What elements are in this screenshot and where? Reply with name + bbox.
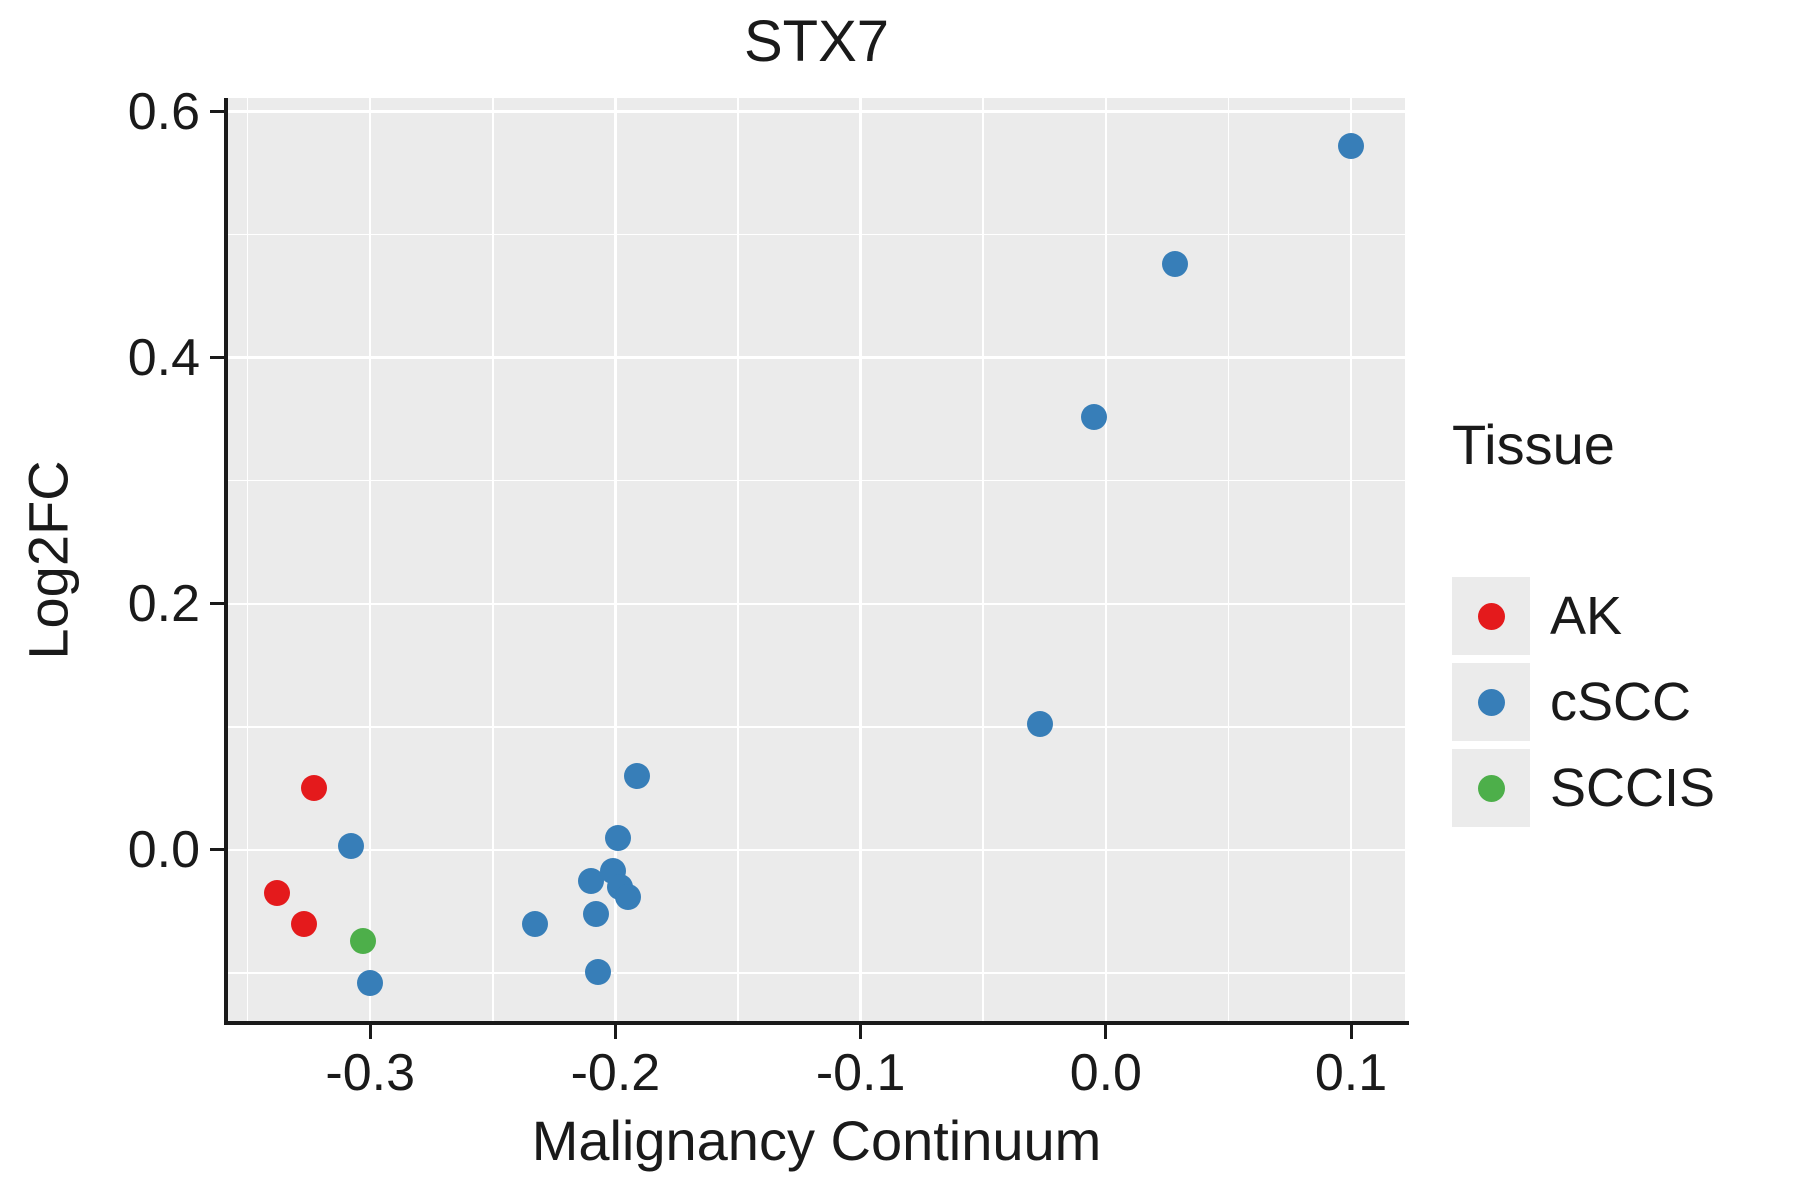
gridline-major-vertical [1104,98,1108,1021]
x-axis-label: Malignancy Continuum [531,1109,1102,1172]
y-axis-line [224,98,228,1025]
legend-entry-ak: AK [1452,577,1797,655]
gridline-minor-vertical [737,98,739,1021]
y-tick-label: 0.4 [127,328,200,387]
gridline-minor-vertical [492,98,494,1021]
data-point-cscc [1338,132,1365,159]
legend-entry-sccis: SCCIS [1452,749,1797,827]
data-point-sccis [349,928,376,954]
x-tick-label: 0.1 [1314,1044,1388,1102]
gridline-minor-horizontal [228,726,1405,728]
legend-dot-icon [1477,688,1505,716]
y-tick-mark [210,356,224,360]
x-tick-label: -0.1 [815,1044,906,1102]
gridline-minor-vertical [982,98,984,1021]
plot-panel [228,98,1405,1021]
gridline-major-horizontal [228,602,1405,606]
data-point-ak [291,910,317,937]
x-tick-label: -0.3 [325,1044,416,1102]
data-point-ak [264,880,291,906]
gridline-major-vertical [1349,98,1353,1021]
legend-entries: AK cSCC SCCIS [1452,577,1797,827]
y-tick-mark [210,602,224,606]
gridline-minor-horizontal [228,972,1405,974]
data-point-cscc [1026,711,1053,738]
x-tick-mark [1104,1025,1108,1039]
x-tick-label: 0.0 [1069,1044,1142,1102]
data-point-cscc [585,958,612,985]
gridline-minor-vertical [246,98,249,1021]
data-point-cscc [337,833,364,860]
data-point-cscc [1080,403,1107,430]
chart-title: STX7 [743,9,890,74]
legend: Tissue AK cSCC SCCIS [1452,412,1797,835]
y-tick-mark [210,848,224,852]
gridline-minor-horizontal [228,479,1405,482]
y-tick-mark [210,110,224,114]
data-point-cscc [582,900,609,927]
gridline-major-vertical [614,98,617,1021]
y-tick-label: 0.0 [127,820,200,879]
legend-dot-icon [1477,774,1505,802]
legend-key [1452,663,1530,741]
x-tick-mark [1349,1025,1353,1039]
y-tick-label: 0.6 [127,82,200,141]
y-tick-label: 0.2 [127,574,200,633]
data-point-cscc [521,910,548,937]
gridline-major-vertical [859,98,862,1021]
data-point-cscc [577,867,604,894]
data-point-cscc [624,763,651,790]
gridline-minor-vertical [1227,98,1230,1021]
legend-key [1452,577,1530,655]
data-point-cscc [604,824,631,851]
x-tick-mark [859,1025,863,1039]
legend-key [1452,749,1530,827]
gridline-major-horizontal [228,848,1405,852]
data-point-ak [300,775,327,802]
x-tick-label: -0.2 [570,1044,661,1102]
legend-label: cSCC [1550,672,1692,732]
legend-dot-icon [1477,602,1505,630]
gridline-minor-horizontal [228,233,1405,236]
legend-entry-cscc: cSCC [1452,663,1797,741]
data-point-cscc [1161,251,1188,278]
legend-label: SCCIS [1550,758,1716,818]
x-tick-mark [613,1025,617,1039]
x-tick-mark [368,1025,372,1039]
data-point-cscc [614,883,641,910]
gridline-major-horizontal [228,356,1405,359]
gridline-major-horizontal [228,110,1405,113]
gridline-major-vertical [368,98,372,1021]
legend-title: Tissue [1452,413,1615,476]
legend-label: AK [1550,586,1623,646]
x-axis-line [224,1021,1409,1025]
data-point-cscc [357,969,384,996]
